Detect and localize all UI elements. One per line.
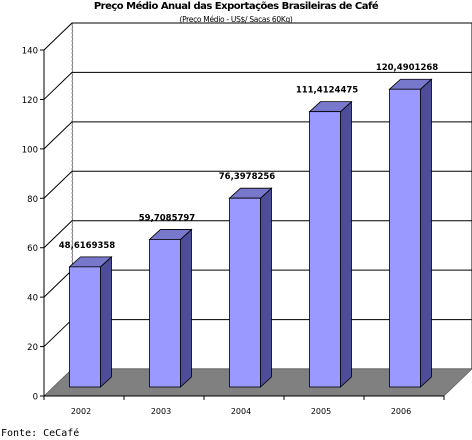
bar-side-face — [100, 255, 112, 388]
data-label: 59,7085797 — [139, 213, 196, 223]
y-tick-label: 140 — [22, 47, 38, 57]
gridline — [43, 22, 472, 51]
data-label: 48,6169358 — [59, 241, 116, 251]
chart-bars — [68, 78, 433, 388]
y-tick-label: 0 — [33, 393, 38, 403]
x-tick-label: 2002 — [71, 407, 91, 416]
bar-side-face — [420, 78, 432, 388]
bar-front-face — [309, 111, 341, 388]
x-tick-label: 2006 — [391, 407, 411, 416]
side-wall — [43, 22, 73, 397]
bar-side-face — [260, 187, 272, 388]
x-tick-label: 2003 — [151, 407, 171, 416]
data-label: 120,4901268 — [376, 63, 438, 73]
x-tick-label: 2004 — [231, 407, 251, 416]
y-tick-label: 20 — [27, 343, 38, 353]
chart-data-labels: 48,6169358 59,7085797 76,3978256 111,412447… — [59, 63, 439, 251]
y-tick-label: 40 — [27, 294, 38, 304]
data-label: 76,3978256 — [219, 172, 276, 182]
x-tick-label: 2005 — [311, 407, 331, 416]
gridline — [43, 71, 472, 100]
bar-front-face — [149, 239, 181, 388]
y-tick-label: 100 — [22, 145, 38, 155]
bar-2002 — [68, 255, 113, 388]
bar-front-face — [389, 88, 421, 388]
bar-2005 — [308, 100, 353, 388]
chart-title: Preço Médio Anual das Exportações Brasil… — [93, 1, 379, 12]
y-tick-label: 80 — [27, 195, 38, 205]
data-label: 111,4124475 — [296, 86, 358, 96]
bar-front-face — [229, 197, 261, 388]
bar-2003 — [148, 228, 193, 388]
y-tick-label: 60 — [27, 244, 38, 254]
bar-2006 — [388, 78, 433, 388]
chart-axes: 0 20 40 60 80 100 120 140 2002 2003 2004 2005 2006 — [22, 22, 472, 416]
bar-side-face — [340, 100, 352, 388]
bar-side-face — [180, 228, 192, 388]
y-tick-label: 120 — [22, 96, 38, 106]
bar-front-face — [69, 266, 101, 388]
chart-subtitle: (Preço Médio - US$/ Sacas 60Kg) — [179, 15, 293, 24]
source-note: Fonte: CeCafé — [1, 428, 80, 439]
bar-2004 — [228, 187, 273, 388]
